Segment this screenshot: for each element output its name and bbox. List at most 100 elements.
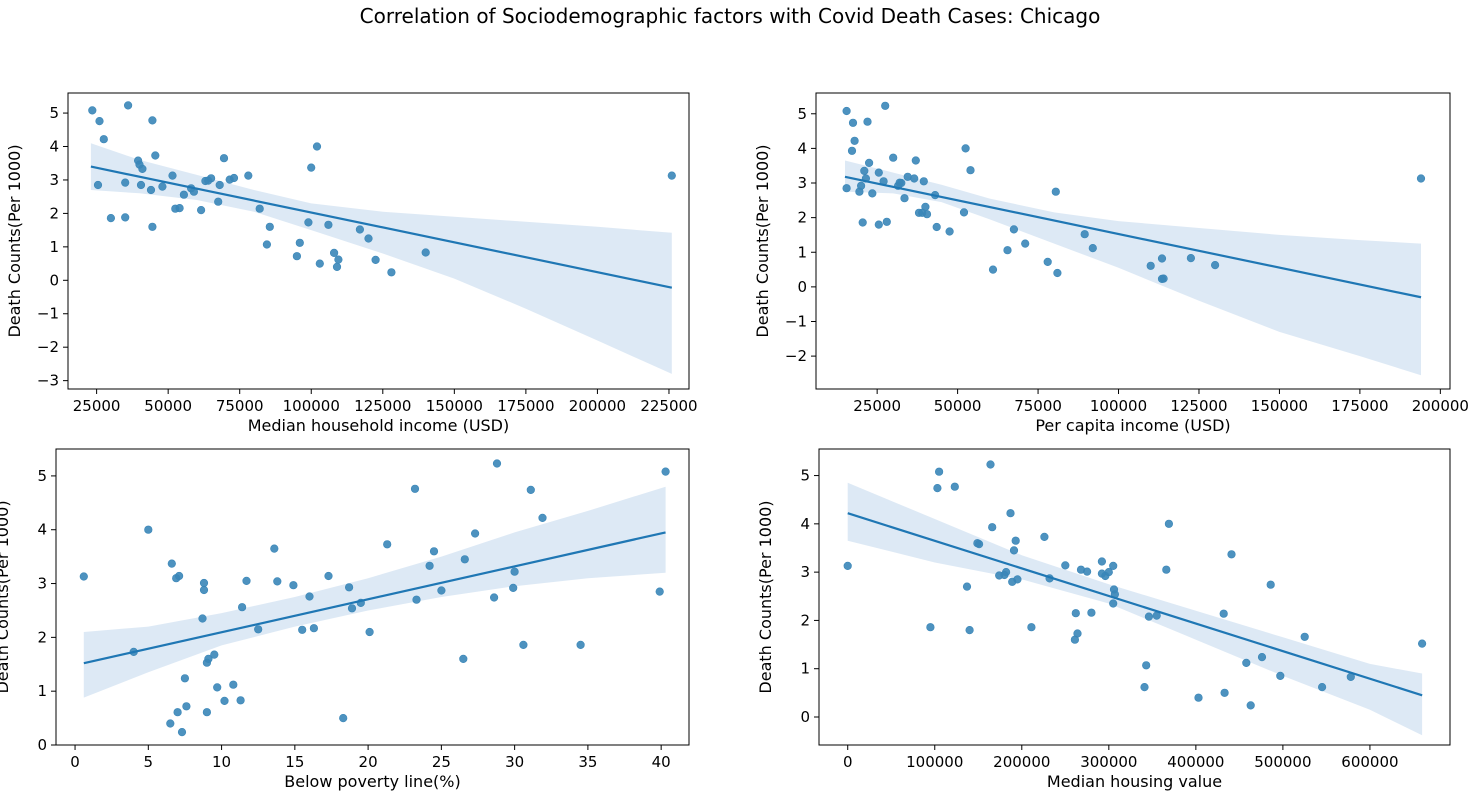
data-point (180, 674, 189, 683)
x-tick-label: 25000 (73, 397, 121, 415)
x-tick-label: 30 (505, 753, 524, 771)
x-axis-label: Median household income (USD) (248, 416, 510, 435)
data-point (309, 624, 319, 633)
data-point (292, 252, 302, 261)
data-point (199, 578, 209, 588)
y-tick-label: −2 (785, 347, 807, 365)
data-point (882, 217, 891, 226)
data-point (88, 106, 97, 115)
x-tick-label: 200000 (569, 397, 626, 415)
confidence-band (847, 482, 1423, 736)
y-tick-label: 3 (37, 575, 47, 593)
y-tick-label: 0 (37, 736, 47, 754)
data-point (244, 171, 253, 180)
data-point (874, 220, 883, 229)
data-point (966, 166, 975, 175)
regression-line (847, 512, 1423, 697)
data-point (910, 174, 919, 183)
data-point (324, 220, 333, 229)
data-point (490, 593, 499, 602)
y-tick-label: 2 (49, 204, 59, 222)
x-tick-label: 75000 (216, 397, 264, 415)
y-tick-label: 1 (797, 243, 807, 261)
data-point (93, 180, 103, 190)
data-point (1219, 609, 1228, 618)
data-point (99, 135, 108, 144)
y-axis-label: Death Counts(Per 1000) (0, 500, 12, 693)
y-axis-label: Death Counts(Per 1000) (756, 500, 775, 693)
data-point (387, 268, 396, 277)
data-point (926, 623, 935, 632)
x-axis-label: Below poverty line(%) (284, 772, 460, 791)
plot-frame (67, 92, 690, 390)
x-axis-label: Median housing value (1047, 772, 1222, 791)
data-point (1109, 599, 1118, 608)
data-point (79, 572, 88, 581)
data-point (988, 523, 997, 532)
data-point (962, 582, 972, 591)
data-point (856, 181, 866, 190)
data-point (332, 262, 342, 272)
data-point (526, 485, 535, 495)
data-point (121, 213, 130, 222)
data-point (289, 581, 298, 590)
data-point (933, 484, 942, 493)
data-point (270, 544, 279, 553)
data-point (881, 101, 890, 110)
data-point (1027, 623, 1036, 632)
data-point (911, 156, 920, 165)
data-point (919, 177, 928, 186)
data-point (255, 204, 264, 213)
data-point (148, 116, 157, 125)
x-tick-label: 300000 (1080, 753, 1137, 771)
x-tick-label: 200000 (993, 753, 1050, 771)
data-point (1276, 671, 1285, 681)
data-point (214, 197, 223, 206)
data-point (538, 513, 547, 523)
y-tick-label: 0 (797, 278, 807, 296)
data-point (900, 194, 909, 203)
data-point (437, 586, 446, 595)
data-point (204, 654, 213, 664)
data-point (229, 680, 238, 689)
x-tick-label: 35 (578, 753, 597, 771)
data-point (198, 614, 207, 623)
data-point (298, 625, 307, 634)
x-tick-label: 25 (432, 753, 451, 771)
x-tick-label: 150000 (1251, 397, 1308, 415)
y-tick-label: 2 (800, 611, 810, 629)
y-tick-label: 4 (797, 139, 807, 157)
data-point (121, 178, 130, 187)
x-tick-label: 15 (285, 753, 304, 771)
data-point (295, 238, 304, 247)
x-tick-label: 200000 (1412, 397, 1469, 415)
y-tick-label: −3 (37, 372, 59, 390)
data-point (848, 118, 858, 127)
data-point (1053, 268, 1062, 278)
data-point (850, 136, 859, 145)
data-point (167, 559, 176, 568)
y-tick-label: 5 (800, 467, 810, 485)
y-tick-label: 4 (37, 521, 47, 539)
data-point (305, 592, 314, 601)
data-point (847, 146, 857, 155)
data-point (242, 576, 251, 586)
data-point (895, 178, 904, 187)
y-axis-label: Death Counts(Per 1000) (753, 144, 772, 337)
data-point (858, 218, 867, 227)
data-point (1162, 565, 1171, 574)
data-point (843, 561, 852, 571)
data-point (315, 259, 324, 268)
data-point (667, 171, 676, 180)
data-point (974, 539, 984, 549)
y-tick-label: 1 (49, 238, 59, 256)
figure-title: Correlation of Sociodemographic factors … (359, 4, 1101, 28)
data-point (215, 180, 224, 190)
data-point (312, 142, 322, 151)
data-point (874, 168, 883, 177)
y-tick-label: 2 (37, 628, 47, 646)
data-point (219, 154, 229, 163)
chart-1: 25000 50000 75000 100000 125000 150000 175000 2… (5, 92, 698, 435)
data-point (425, 561, 434, 570)
